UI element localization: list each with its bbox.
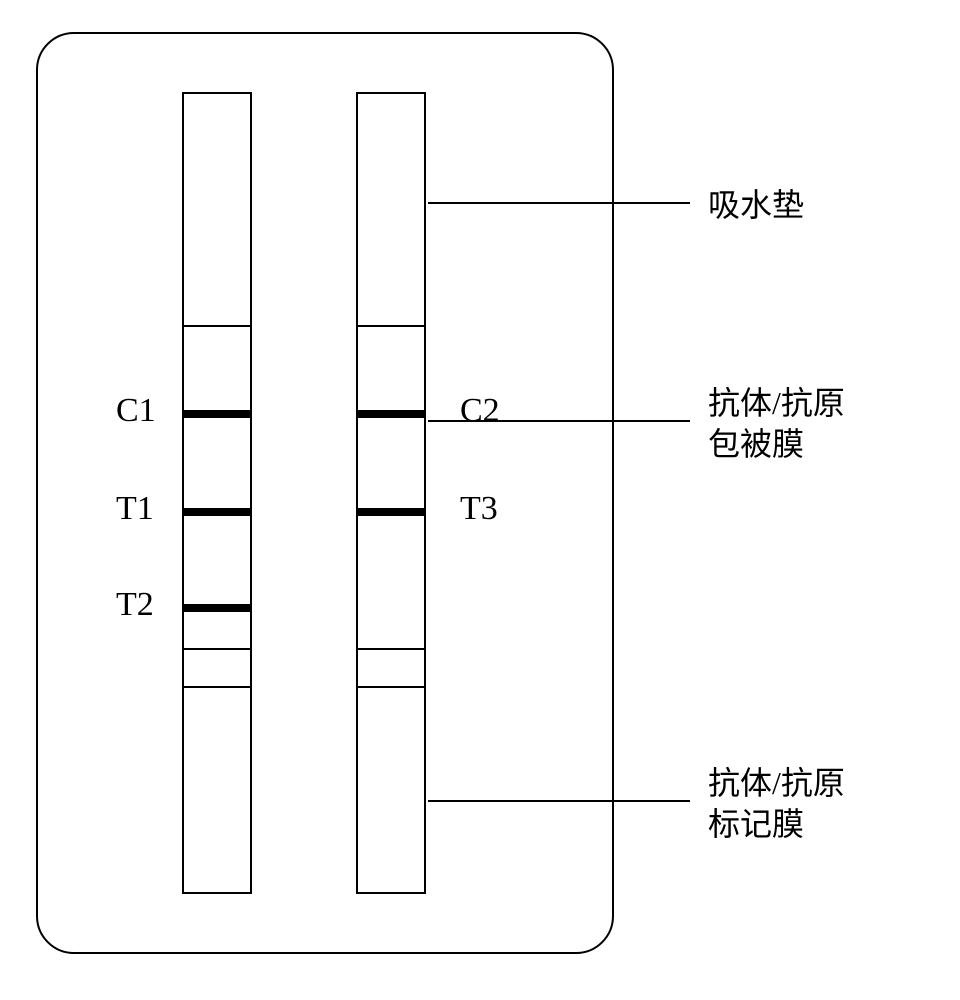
strip-left — [182, 92, 252, 894]
label-t1: T1 — [116, 490, 154, 528]
text-coating-membrane-line2: 包被膜 — [708, 426, 804, 462]
band-c2 — [356, 410, 426, 418]
strip-right-divider-1 — [358, 325, 424, 327]
text-labeling-membrane-line1: 抗体/抗原 — [708, 765, 845, 801]
lead-labeling-membrane — [428, 800, 690, 802]
strip-right-divider-3 — [358, 686, 424, 688]
strip-left-divider-3 — [184, 686, 250, 688]
text-coating-membrane: 抗体/抗原 包被膜 — [708, 383, 845, 465]
band-t2 — [182, 604, 252, 612]
lead-absorbent-pad — [428, 202, 690, 204]
text-absorbent-pad: 吸水垫 — [708, 185, 804, 226]
strip-left-divider-2 — [184, 648, 250, 650]
band-t1 — [182, 508, 252, 516]
label-c1: C1 — [116, 392, 156, 430]
strip-left-divider-1 — [184, 325, 250, 327]
strip-right — [356, 92, 426, 894]
label-t3: T3 — [460, 490, 498, 528]
lead-coating-membrane — [428, 420, 690, 422]
band-t3 — [356, 508, 426, 516]
text-coating-membrane-line1: 抗体/抗原 — [708, 385, 845, 421]
label-t2: T2 — [116, 586, 154, 624]
text-labeling-membrane: 抗体/抗原 标记膜 — [708, 763, 845, 845]
strip-right-divider-2 — [358, 648, 424, 650]
text-labeling-membrane-line2: 标记膜 — [708, 806, 804, 842]
label-c2: C2 — [460, 392, 500, 430]
band-c1 — [182, 410, 252, 418]
